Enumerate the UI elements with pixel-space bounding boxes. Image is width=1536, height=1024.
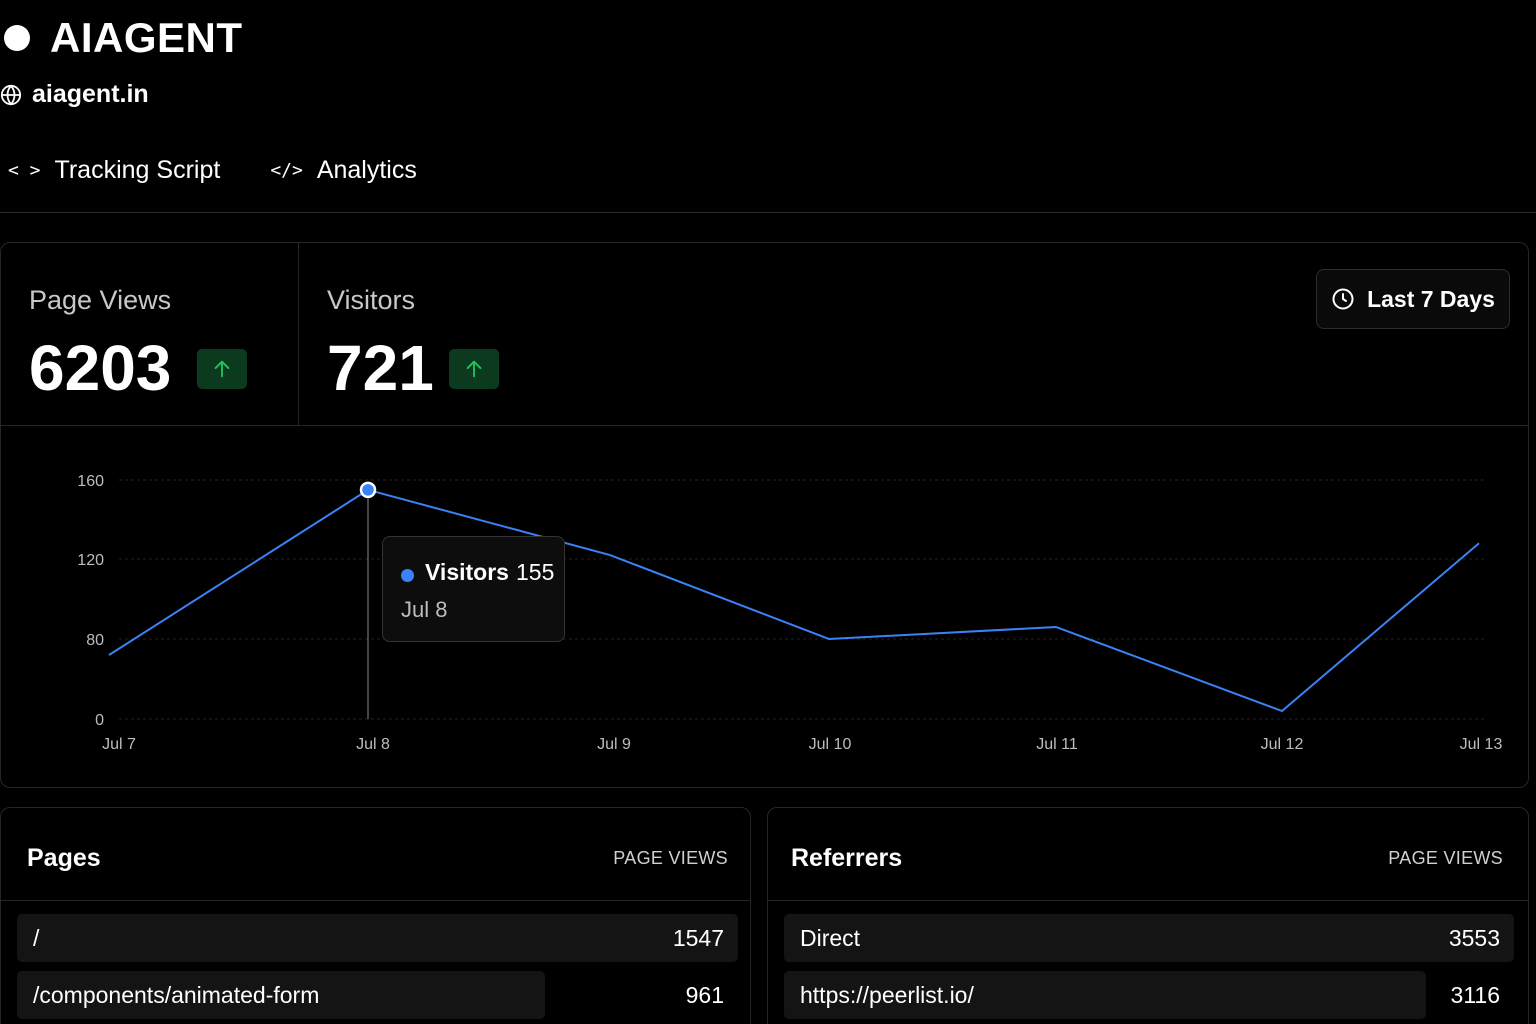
stat-value: 721 (327, 332, 434, 404)
tab-label: Analytics (316, 156, 417, 184)
referrers-panel: Referrers PAGE VIEWS Direct 3553 https:/… (767, 807, 1529, 1024)
site-domain[interactable]: aiagent.in (0, 80, 149, 109)
row-bar (784, 971, 1426, 1019)
list-item[interactable]: / 1547 (17, 914, 738, 962)
active-data-point (359, 481, 377, 499)
x-tick-label: Jul 7 (102, 736, 136, 753)
panel-title: Pages (27, 844, 101, 872)
nav-tabs: < > Tracking Script </> Analytics (8, 156, 417, 185)
column-header: PAGE VIEWS (1388, 848, 1503, 868)
arrow-up-icon (466, 360, 482, 378)
tab-label: Tracking Script (54, 156, 221, 184)
date-range-label: Last 7 Days (1367, 285, 1495, 312)
page-path: / (33, 925, 40, 951)
referrer-name: Direct (800, 925, 861, 951)
page-path: /components/animated-form (33, 982, 320, 1008)
chart-tooltip: Visitors 155 Jul 8 (382, 536, 565, 642)
brand: AIAGENT (4, 14, 243, 62)
panel-divider (768, 900, 1528, 901)
row-bar (784, 914, 1514, 962)
y-tick-label: 160 (77, 473, 104, 490)
analytics-card: Page Views 6203 Visitors 721 Last 7 Days… (0, 242, 1529, 788)
brand-logo-dot (4, 25, 30, 51)
list-item[interactable]: /components/animated-form 961 (17, 971, 738, 1019)
tab-tracking-script[interactable]: < > Tracking Script (8, 156, 220, 185)
page-views-count: 3553 (1448, 925, 1500, 951)
stat-label: Page Views (29, 285, 172, 315)
list-item[interactable]: https://peerlist.io/ 3116 (784, 971, 1514, 1019)
stat-page-views[interactable]: Page Views 6203 (1, 243, 299, 425)
y-tick-label: 120 (77, 552, 104, 569)
column-header: PAGE VIEWS (613, 848, 728, 868)
stats-divider (1, 425, 1528, 426)
code-icon: < > (8, 160, 41, 181)
x-tick-label: Jul 13 (1460, 736, 1503, 753)
x-tick-label: Jul 11 (1036, 736, 1078, 753)
date-range-button[interactable]: Last 7 Days (1316, 269, 1510, 329)
panel-title: Referrers (791, 844, 903, 872)
x-tick-label: Jul 12 (1261, 736, 1304, 753)
x-tick-label: Jul 9 (597, 736, 631, 753)
row-bar (17, 971, 545, 1019)
clock-icon (1332, 288, 1354, 310)
tooltip-date: Jul 8 (401, 597, 448, 622)
globe-icon (0, 84, 22, 106)
stat-label: Visitors (327, 285, 416, 315)
trend-up-badge (449, 349, 499, 389)
panel-divider (1, 900, 750, 901)
series-color-dot (401, 569, 414, 582)
pages-panel: Pages PAGE VIEWS / 1547 /components/anim… (0, 807, 751, 1024)
x-tick-label: Jul 10 (809, 736, 852, 753)
stat-value: 6203 (29, 332, 172, 404)
brand-name: AIAGENT (50, 14, 243, 61)
trend-up-badge (197, 349, 247, 389)
page-views-count: 3116 (1450, 982, 1500, 1008)
page-views-count: 961 (685, 982, 724, 1008)
arrow-up-icon (214, 360, 230, 378)
x-tick-label: Jul 8 (356, 736, 390, 753)
tooltip-series: Visitors (425, 559, 509, 585)
series-line-visitors (108, 488, 1480, 713)
domain-text: aiagent.in (32, 80, 149, 108)
tab-analytics[interactable]: </> Analytics (270, 156, 417, 185)
page-views-count: 1547 (672, 925, 724, 951)
tooltip-value: 155 (516, 559, 555, 585)
y-tick-label: 80 (86, 632, 104, 649)
referrer-name: https://peerlist.io/ (800, 982, 974, 1008)
row-bar (17, 914, 738, 962)
header-divider (0, 212, 1536, 213)
y-tick-label: 0 (95, 712, 104, 729)
list-item[interactable]: Direct 3553 (784, 914, 1514, 962)
code-slash-icon: </> (270, 160, 303, 181)
stat-visitors[interactable]: Visitors 721 (299, 243, 619, 425)
